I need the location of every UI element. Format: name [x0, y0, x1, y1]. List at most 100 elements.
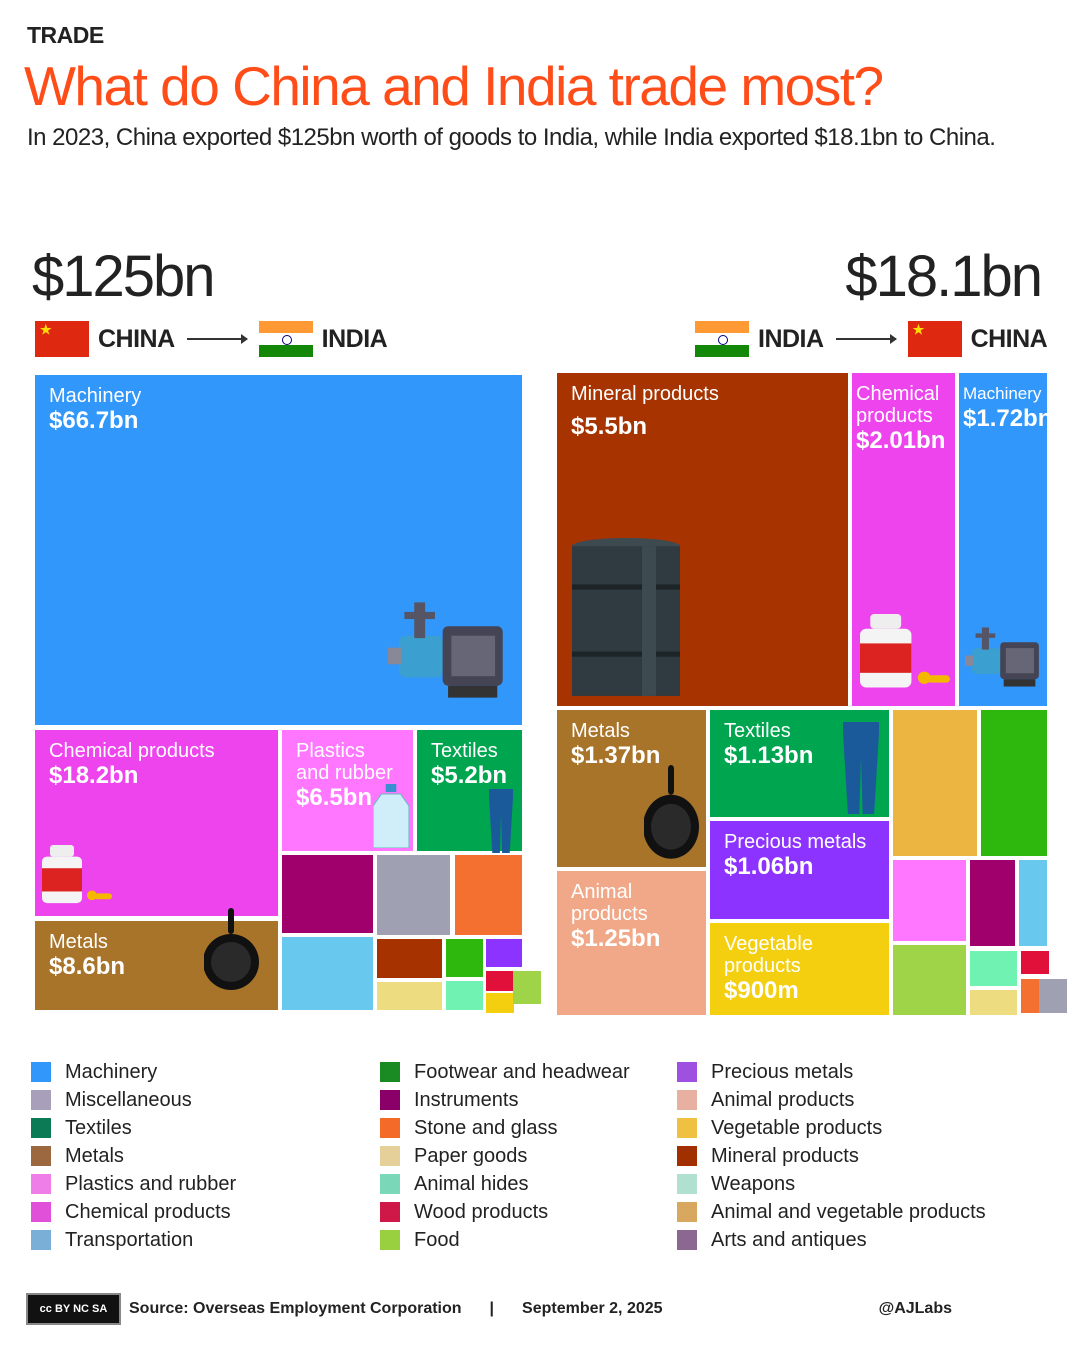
- legend-swatch: [31, 1174, 51, 1194]
- tile-value: $1.37bn: [571, 742, 661, 769]
- water-jug-icon: [373, 784, 409, 848]
- tile-label: Textiles: [724, 720, 791, 742]
- pill-bottle-icon: [860, 614, 950, 688]
- legend-label: Footwear and headwear: [414, 1061, 630, 1083]
- legend-item: Footwear and headwear: [380, 1058, 630, 1086]
- tile-value: $8.6bn: [49, 953, 126, 980]
- arrow-right-icon: [186, 334, 248, 344]
- tile-label: Animal products: [571, 881, 648, 925]
- treemap-tile-vegetable-products: Vegetable products $900m: [710, 923, 889, 1015]
- legend-item: Metals: [31, 1142, 236, 1170]
- legend-swatch: [677, 1174, 697, 1194]
- treemap-tile-transportation: [1019, 860, 1047, 946]
- legend-label: Miscellaneous: [65, 1089, 192, 1111]
- legend-swatch: [31, 1062, 51, 1082]
- footer: cc BY NC SA Source: Overseas Employment …: [26, 1293, 1026, 1325]
- tile-label: Chemical products: [49, 740, 215, 762]
- treemap-tile-animal-products: Animal products $1.25bn: [557, 871, 706, 1015]
- legend-item: Paper goods: [380, 1142, 630, 1170]
- treemap-tile-miscellaneous: [377, 855, 450, 935]
- legend-item: Animal products: [677, 1086, 986, 1114]
- jeans-icon: [843, 722, 879, 814]
- treemap-tile-footwear-and-headwear: [446, 939, 483, 977]
- frying-pan-icon: [204, 908, 259, 990]
- treemap-tile-miscellaneous: [1039, 979, 1067, 1013]
- treemap-tile-paper-goods: [970, 990, 1017, 1015]
- treemap-tile-instruments: [282, 855, 373, 933]
- separator: |: [489, 1300, 495, 1317]
- treemap-tile-footwear-and-headwear: [981, 710, 1047, 856]
- legend-swatch: [677, 1146, 697, 1166]
- legend-label: Instruments: [414, 1089, 519, 1111]
- legend-swatch: [380, 1202, 400, 1222]
- legend-item: Arts and antiques: [677, 1226, 986, 1254]
- legend-swatch: [31, 1090, 51, 1110]
- treemap-tile-food: [893, 945, 966, 1015]
- legend-item: Animal and vegetable products: [677, 1198, 986, 1226]
- legend-label: Arts and antiques: [711, 1229, 867, 1251]
- legend-label: Stone and glass: [414, 1117, 558, 1139]
- legend-item: Miscellaneous: [31, 1086, 236, 1114]
- tile-label: Machinery: [49, 385, 142, 407]
- treemap-tile-precious-metals: [486, 939, 522, 967]
- treemap-tile-animal-hides: [446, 981, 483, 1010]
- water-pump-icon: [965, 627, 1039, 687]
- treemap-tile-paper-goods: [377, 982, 442, 1010]
- source: Source: Overseas Employment Corporation: [129, 1300, 462, 1317]
- legend-column-2: Footwear and headwear Instruments Stone an…: [380, 1058, 630, 1254]
- treemap-tile-animal-and-vegetable-products: [893, 710, 977, 856]
- legend-label: Wood products: [414, 1201, 549, 1223]
- legend-swatch: [677, 1202, 697, 1222]
- treemap-tile-wood-products: [1021, 951, 1049, 974]
- legend-item: Chemical products: [31, 1198, 236, 1226]
- to-label: CHINA: [970, 324, 1048, 353]
- legend-column-1: Machinery Miscellaneous Textiles Metals Plas…: [31, 1058, 236, 1254]
- treemap-tile-precious-metals: Precious metals $1.06bn: [710, 821, 889, 919]
- tile-value: $900m: [724, 977, 799, 1004]
- water-pump-icon: [388, 602, 503, 698]
- legend-label: Plastics and rubber: [65, 1173, 237, 1195]
- treemap-tile-stone-and-glass: [455, 855, 522, 935]
- treemap-tile-mineral-products: [377, 939, 442, 978]
- tile-value: $6.5bn: [296, 784, 373, 811]
- legend-item: Vegetable products: [677, 1114, 986, 1142]
- legend-item: Stone and glass: [380, 1114, 630, 1142]
- tile-label: Precious metals: [724, 831, 867, 853]
- creative-commons-license-icon: cc BY NC SA: [26, 1293, 121, 1325]
- tile-label: Vegetable products: [724, 933, 813, 977]
- treemap-tile-wood-products: [486, 971, 514, 991]
- china-to-india-total: $125bn: [32, 244, 216, 309]
- treemap-tile-food: [513, 971, 541, 1004]
- tile-value: $5.2bn: [431, 762, 508, 789]
- legend-item: Instruments: [380, 1086, 630, 1114]
- tile-value: $66.7bn: [49, 407, 139, 434]
- legend-swatch: [380, 1118, 400, 1138]
- pill-bottle-icon: [42, 845, 112, 904]
- legend-swatch: [31, 1230, 51, 1250]
- india-to-china-total: $18.1bn: [845, 244, 1043, 309]
- frying-pan-icon: [644, 765, 699, 859]
- legend-item: Textiles: [31, 1114, 236, 1142]
- to-label: INDIA: [321, 324, 388, 353]
- legend-label: Metals: [65, 1145, 124, 1167]
- flow-india-to-china: INDIA CHINA: [695, 320, 1048, 358]
- tile-label: Metals: [49, 931, 108, 953]
- legend-swatch: [380, 1062, 400, 1082]
- kicker: TRADE: [27, 22, 104, 48]
- legend-item: Machinery: [31, 1058, 236, 1086]
- legend-label: Textiles: [65, 1117, 132, 1139]
- tile-value: $5.5bn: [571, 413, 648, 440]
- legend-item: Food: [380, 1226, 630, 1254]
- treemap-tile-transportation: [282, 937, 373, 1010]
- legend-item: Plastics and rubber: [31, 1170, 236, 1198]
- tile-value: $1.25bn: [571, 925, 661, 952]
- legend-swatch: [380, 1146, 400, 1166]
- flow-china-to-india: CHINA INDIA: [35, 320, 388, 358]
- tile-value: $2.01bn: [856, 427, 946, 454]
- legend-label: Transportation: [65, 1229, 194, 1251]
- tile-label: Mineral products: [571, 383, 719, 405]
- legend-label: Animal and vegetable products: [711, 1201, 986, 1223]
- tile-value: $1.13bn: [724, 742, 814, 769]
- tile-value: $1.72bn: [963, 405, 1047, 432]
- legend-label: Weapons: [711, 1173, 796, 1195]
